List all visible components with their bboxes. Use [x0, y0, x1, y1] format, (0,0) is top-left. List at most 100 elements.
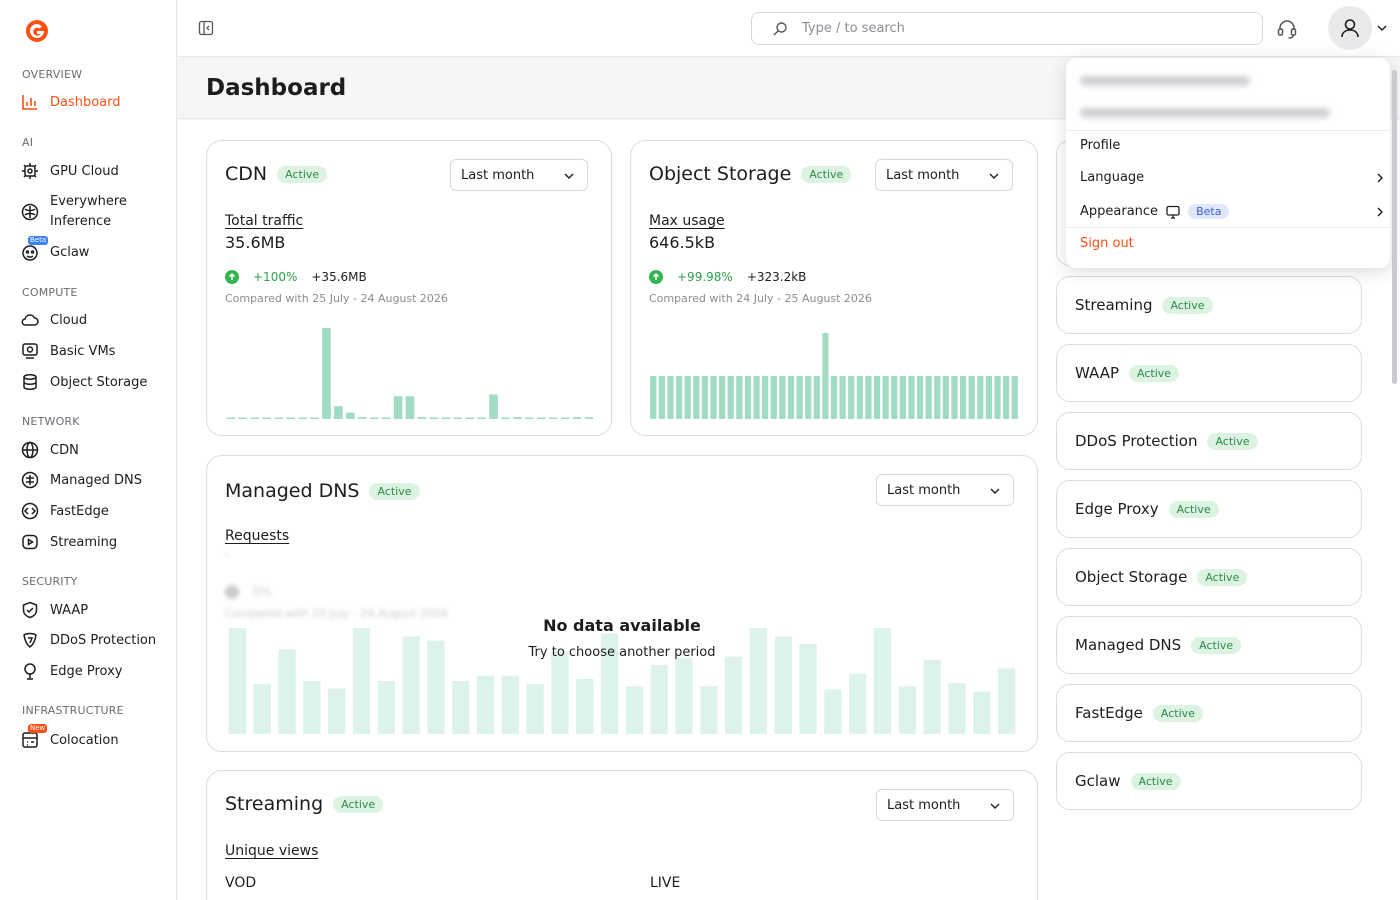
sidebar-item-everywhere-inference[interactable]: Everywhere Inference [20, 192, 140, 232]
chart-bar[interactable] [402, 636, 420, 734]
chart-bar[interactable] [327, 688, 346, 734]
chart-bar[interactable] [676, 376, 683, 419]
chart-bar[interactable] [934, 376, 941, 419]
chart-bar[interactable] [968, 376, 975, 419]
metric-label[interactable]: Total traffic [225, 213, 304, 229]
chart-bar[interactable] [873, 376, 881, 419]
chart-bar[interactable] [951, 376, 958, 419]
avatar[interactable] [1328, 6, 1372, 50]
scrollbar[interactable] [1392, 70, 1397, 384]
chart-bar[interactable] [489, 394, 498, 419]
chart-bar[interactable] [298, 417, 307, 420]
chart-bar[interactable] [744, 376, 752, 419]
chart-bar[interactable] [942, 376, 949, 419]
chart-bar[interactable] [898, 686, 917, 734]
chart-bar[interactable] [576, 678, 594, 734]
chart-bar[interactable] [824, 689, 842, 734]
chart-bar[interactable] [1011, 376, 1018, 419]
chart-bar[interactable] [985, 376, 992, 419]
chart-bar[interactable] [572, 417, 582, 419]
chart-bar[interactable] [536, 417, 546, 420]
chart-bar[interactable] [369, 417, 379, 420]
chart-bar[interactable] [513, 417, 522, 419]
chart-bar[interactable] [899, 376, 906, 419]
chart-bar[interactable] [625, 686, 644, 734]
chart-bar[interactable] [994, 376, 1001, 419]
sidebar-item-fastedge[interactable]: FastEdge [20, 501, 109, 521]
metric-label[interactable]: Requests [225, 528, 290, 544]
chart-bar[interactable] [1003, 376, 1010, 419]
chart-bar[interactable] [650, 665, 668, 734]
chart-bar[interactable] [477, 417, 486, 420]
chart-bar[interactable] [381, 417, 391, 420]
sidebar-item-streaming[interactable]: Streaming [20, 532, 117, 552]
sidebar-item-ddos-protection[interactable]: DDoS Protection [20, 630, 156, 650]
menu-item-appearance[interactable]: Appearance Beta [1080, 204, 1383, 219]
chart-bar[interactable] [453, 417, 463, 420]
chart-bar[interactable] [238, 417, 248, 420]
chart-bar[interactable] [658, 376, 666, 419]
chart-bar[interactable] [286, 417, 295, 420]
collapse-sidebar-icon[interactable] [198, 20, 214, 36]
chart-bar[interactable] [278, 649, 296, 734]
chart-bar[interactable] [357, 417, 367, 419]
chart-bar[interactable] [873, 628, 892, 734]
period-select[interactable]: Last month [876, 474, 1014, 506]
chart-bar[interactable] [600, 633, 619, 734]
chart-bar[interactable] [352, 628, 371, 734]
menu-item-sign-out[interactable]: Sign out [1080, 236, 1134, 251]
sidebar-item-edge-proxy[interactable]: Edge Proxy [20, 661, 122, 681]
chart-bar[interactable] [226, 417, 236, 420]
streaming-card[interactable]: Streaming Active Last month Unique views… [206, 770, 1038, 900]
chart-bar[interactable] [701, 376, 709, 419]
chart-bar[interactable] [346, 412, 355, 419]
search-input[interactable] [802, 21, 1222, 36]
chart-bar[interactable] [891, 376, 898, 419]
chart-bar[interactable] [262, 417, 272, 420]
chart-bar[interactable] [393, 396, 403, 419]
gcore-logo[interactable] [24, 18, 50, 44]
chart-bar[interactable] [882, 376, 889, 419]
period-select[interactable]: Last month [875, 159, 1013, 191]
chart-bar[interactable] [787, 376, 795, 419]
chart-bar[interactable] [501, 417, 510, 420]
chart-bar[interactable] [584, 417, 594, 419]
search-box[interactable] [751, 12, 1263, 45]
chart-bar[interactable] [719, 376, 726, 419]
sidebar-item-object-storage[interactable]: Object Storage [20, 372, 147, 392]
chart-bar[interactable] [334, 406, 343, 419]
metric-label[interactable]: Max usage [649, 213, 725, 229]
chart-bar[interactable] [856, 376, 863, 419]
chart-bar[interactable] [710, 376, 717, 419]
chart-bar[interactable] [303, 681, 321, 734]
sidebar-item-cloud[interactable]: Cloud [20, 310, 87, 330]
chart-bar[interactable] [250, 417, 260, 420]
chevron-down-icon[interactable] [1376, 22, 1388, 34]
headset-icon[interactable] [1276, 18, 1298, 40]
chart-bar[interactable] [551, 651, 569, 734]
chart-bar[interactable] [228, 628, 247, 734]
menu-item-profile[interactable]: Profile [1080, 138, 1120, 153]
chart-bar[interactable] [253, 684, 271, 734]
chart-bar[interactable] [441, 417, 451, 420]
chart-bar[interactable] [948, 683, 966, 734]
chart-bar[interactable] [849, 673, 867, 734]
managed-dns-card[interactable]: Managed DNS Active Last month Requests -… [206, 455, 1038, 752]
service-card-managed-dns[interactable]: Managed DNS Active [1056, 616, 1362, 674]
chart-bar[interactable] [848, 376, 855, 419]
chart-bar[interactable] [700, 686, 718, 734]
chart-bar[interactable] [749, 628, 768, 734]
chart-bar[interactable] [727, 376, 734, 419]
period-select[interactable]: Last month [450, 159, 588, 191]
chart-bar[interactable] [973, 691, 991, 734]
service-card-fastedge[interactable]: FastEdge Active [1056, 684, 1362, 742]
chart-bar[interactable] [525, 417, 534, 420]
service-card-streaming[interactable]: Streaming Active [1056, 276, 1362, 334]
chart-bar[interactable] [997, 668, 1016, 734]
chart-bar[interactable] [839, 376, 846, 419]
chart-bar[interactable] [377, 681, 395, 734]
sidebar-item-colocation[interactable]: New Colocation [20, 724, 119, 750]
chart-bar[interactable] [526, 684, 544, 734]
chart-bar[interactable] [650, 376, 657, 419]
chart-bar[interactable] [813, 376, 820, 419]
